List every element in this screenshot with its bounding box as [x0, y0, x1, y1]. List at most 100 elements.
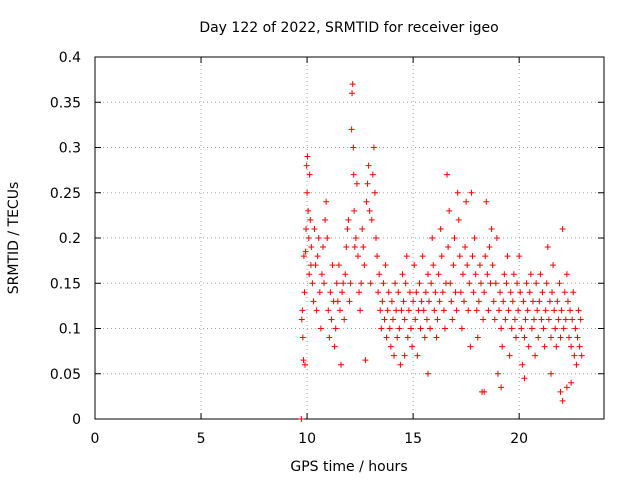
data-point: [417, 325, 424, 332]
y-tick-label: 0.1: [59, 322, 81, 338]
data-point: [498, 325, 505, 332]
data-point: [555, 316, 562, 323]
data-point: [312, 262, 319, 269]
data-point: [314, 253, 321, 260]
data-point: [352, 235, 359, 241]
data-point: [416, 280, 423, 287]
data-point: [549, 289, 556, 296]
data-point: [469, 253, 476, 260]
x-tick-label: 15: [404, 431, 422, 447]
data-point: [547, 334, 554, 341]
data-point: [402, 280, 409, 287]
data-point: [381, 316, 388, 323]
data-point: [462, 244, 469, 251]
data-point: [508, 325, 515, 332]
data-point: [305, 235, 312, 241]
data-point: [449, 316, 456, 323]
data-point: [399, 271, 406, 278]
data-point: [570, 289, 577, 296]
data-point: [577, 316, 584, 323]
data-point: [343, 244, 350, 251]
data-point: [491, 316, 498, 323]
data-point: [523, 280, 530, 287]
data-point: [303, 162, 310, 169]
data-point: [521, 334, 528, 341]
data-point: [457, 289, 464, 296]
data-point: [435, 271, 442, 278]
data-point: [410, 298, 417, 305]
data-point: [521, 375, 528, 382]
data-point: [393, 307, 400, 314]
data-point: [335, 262, 342, 269]
data-point: [400, 298, 407, 305]
data-point: [364, 180, 371, 187]
data-point: [515, 307, 522, 314]
data-point: [391, 352, 398, 359]
data-point: [373, 235, 380, 241]
data-point: [450, 262, 457, 269]
data-point: [470, 289, 477, 296]
data-point: [502, 316, 509, 323]
data-point: [468, 189, 475, 196]
data-point: [418, 298, 425, 305]
data-point: [351, 207, 358, 214]
data-point: [476, 262, 483, 269]
data-point: [380, 280, 387, 287]
data-point: [529, 298, 536, 305]
data-point: [422, 289, 429, 296]
data-point: [307, 216, 314, 223]
data-point: [338, 361, 345, 368]
data-point: [298, 416, 305, 422]
data-point: [447, 280, 454, 287]
data-point: [437, 225, 444, 232]
data-point: [459, 271, 466, 278]
data-point: [358, 280, 365, 287]
data-point: [326, 334, 333, 341]
data-point: [546, 298, 553, 305]
data-point: [543, 280, 550, 287]
data-point: [310, 298, 317, 305]
data-point: [317, 325, 324, 332]
data-point: [414, 352, 421, 359]
data-point: [328, 316, 335, 323]
data-point: [574, 334, 581, 341]
data-point: [509, 298, 516, 305]
data-point: [351, 244, 358, 251]
data-point: [387, 343, 394, 350]
data-point: [299, 307, 306, 314]
data-point: [353, 180, 360, 187]
y-tick-label: 0.3: [59, 141, 81, 157]
data-point: [401, 316, 408, 323]
data-point: [522, 316, 529, 323]
data-point: [347, 280, 354, 287]
data-point: [490, 298, 497, 305]
data-point: [467, 343, 474, 350]
data-point: [429, 235, 436, 241]
data-point: [360, 244, 367, 251]
data-point: [568, 379, 575, 386]
data-point: [405, 307, 412, 314]
chart-title: Day 122 of 2022, SRMTID for receiver ige…: [199, 20, 498, 36]
data-point: [440, 307, 447, 314]
data-point: [386, 325, 393, 332]
data-point: [322, 216, 329, 223]
data-point: [354, 253, 361, 260]
data-point: [301, 289, 308, 296]
data-point: [439, 289, 446, 296]
y-tick-label: 0: [72, 412, 81, 428]
data-point: [553, 343, 560, 350]
data-point: [383, 334, 390, 341]
data-point: [563, 384, 570, 391]
data-point: [300, 253, 307, 260]
axis-ticks: [94, 56, 604, 420]
data-point: [504, 253, 511, 260]
data-point: [345, 216, 352, 223]
data-point: [389, 316, 396, 323]
data-point: [538, 316, 545, 323]
data-point: [349, 81, 356, 88]
data-point: [471, 235, 478, 241]
y-tick-label: 0.25: [50, 186, 81, 202]
data-point: [313, 307, 320, 314]
data-point: [455, 216, 462, 223]
